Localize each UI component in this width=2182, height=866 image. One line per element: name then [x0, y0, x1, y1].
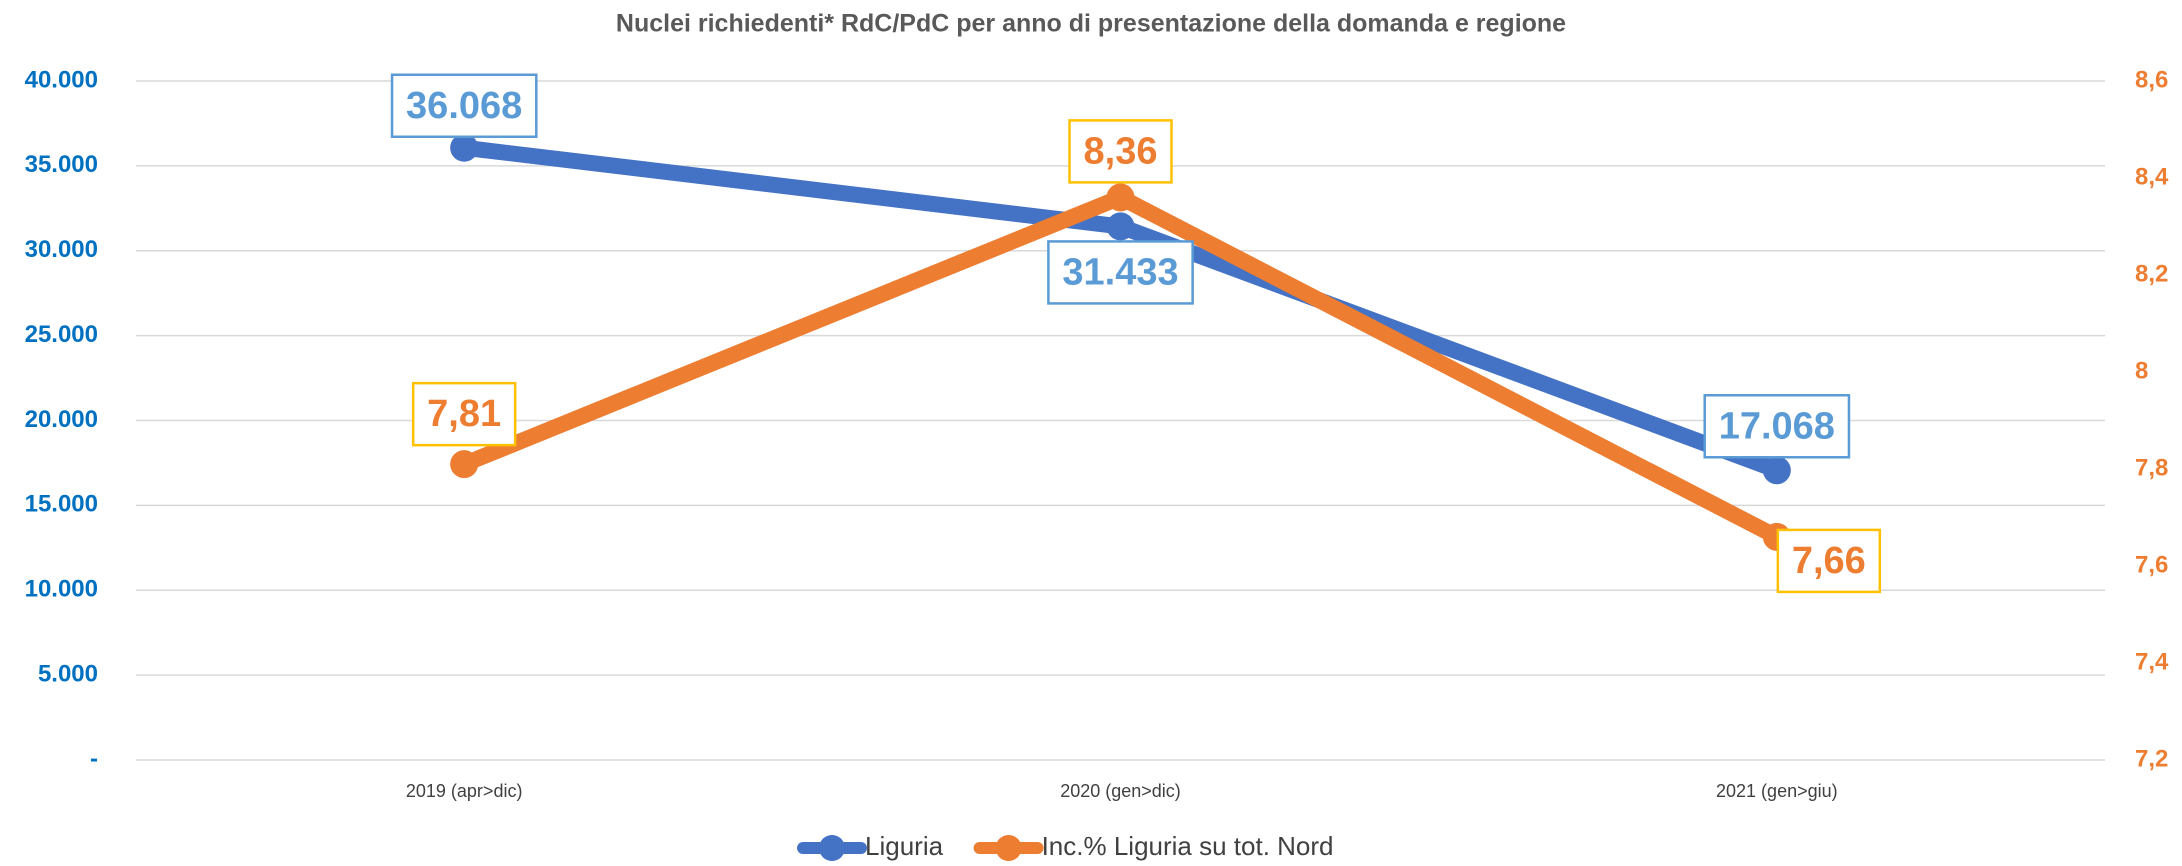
- y-tick-label: 20.000: [25, 406, 98, 433]
- data-label: 7,81: [427, 393, 501, 435]
- y2-tick-label: 8: [2135, 357, 2148, 384]
- marker: [450, 133, 479, 162]
- y2-tick-label: 7,4: [2135, 648, 2169, 675]
- y2-tick-label: 7,6: [2135, 551, 2168, 578]
- marker: [1762, 456, 1791, 485]
- data-label-box: [390, 73, 538, 138]
- data-label-box: [1068, 119, 1173, 184]
- data-label-box: [1703, 394, 1851, 459]
- data-label-box: [1047, 240, 1194, 305]
- x-tick-label: 2020 (gen>dic): [1060, 781, 1181, 801]
- y2-tick-label: 7,8: [2135, 454, 2168, 481]
- y2-tick-label: 8,6: [2135, 66, 2168, 93]
- legend-marker: [819, 835, 845, 861]
- marker: [1106, 212, 1135, 241]
- data-label-box: [1776, 528, 1882, 594]
- data-label: 8,36: [1084, 130, 1158, 172]
- x-tick-label: 2019 (apr>dic): [406, 781, 523, 801]
- chart-title: Nuclei richiedenti* RdC/PdC per anno di …: [616, 10, 1566, 38]
- y-tick-label: 40.000: [25, 66, 98, 93]
- y-tick-label: 10.000: [25, 576, 98, 603]
- x-tick-label: 2021 (gen>giu): [1716, 781, 1838, 801]
- y2-tick-label: 8,4: [2135, 163, 2169, 190]
- y-tick-label: 30.000: [25, 236, 98, 263]
- y2-tick-label: 7,2: [2135, 745, 2168, 772]
- data-label: 31.433: [1062, 251, 1178, 293]
- y-tick-label: 25.000: [25, 321, 98, 348]
- y-tick-label: -: [90, 745, 98, 772]
- legend-label: Liguria: [865, 831, 944, 861]
- data-label: 7,66: [1792, 540, 1866, 582]
- marker: [450, 450, 479, 479]
- marker: [1106, 183, 1135, 212]
- y2-tick-label: 8,2: [2135, 260, 2168, 287]
- legend-marker: [995, 835, 1022, 861]
- y-tick-label: 15.000: [25, 491, 98, 518]
- y-tick-label: 5.000: [38, 660, 98, 687]
- y-tick-label: 35.000: [25, 151, 98, 178]
- data-label: 17.068: [1719, 405, 1835, 447]
- data-label-box: [411, 381, 517, 447]
- data-label: 36.068: [406, 85, 522, 127]
- legend-label: Inc.% Liguria su tot. Nord: [1042, 831, 1334, 861]
